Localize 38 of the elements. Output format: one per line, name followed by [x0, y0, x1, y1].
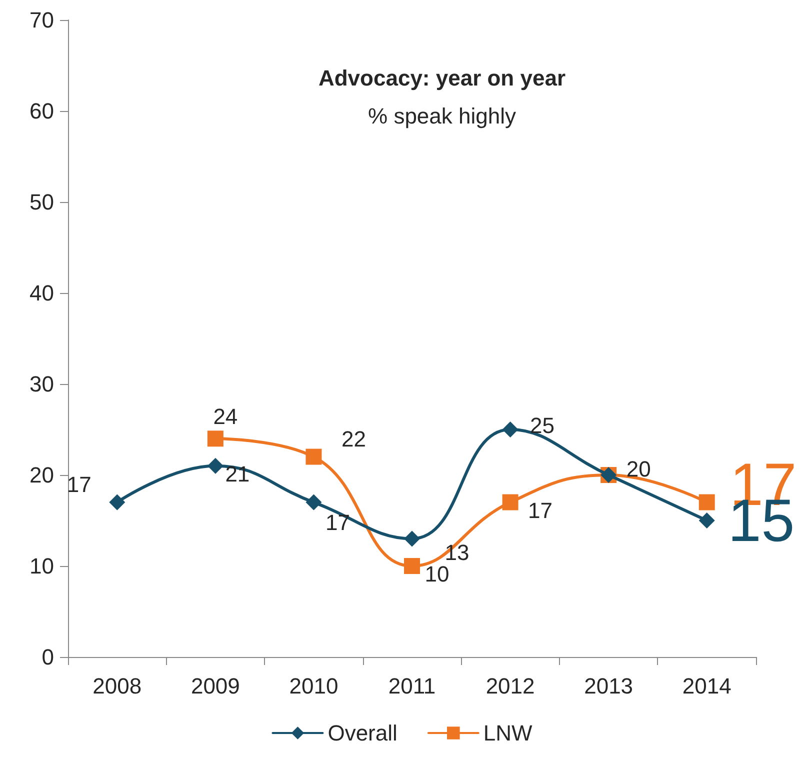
point: [404, 558, 420, 574]
data-label: 24: [213, 404, 238, 430]
point: [502, 494, 518, 510]
point: [306, 448, 322, 465]
point: [207, 430, 224, 447]
x-tick-label: 2008: [92, 674, 142, 698]
x-tick-label: 2011: [388, 674, 436, 698]
point: [207, 458, 224, 474]
y-tick-label: 70: [30, 8, 54, 32]
legend-label: LNW: [483, 720, 533, 746]
point: [698, 512, 715, 528]
data-label: 17: [325, 510, 350, 535]
data-label: 21: [225, 461, 250, 486]
data-label: 25: [530, 413, 555, 438]
x-tick-label: 2009: [190, 674, 240, 698]
point: [698, 494, 715, 510]
data-label: 17: [66, 472, 92, 497]
point: [502, 422, 518, 438]
point: [109, 494, 126, 510]
y-tick-label: 10: [30, 554, 54, 578]
text: % speak highly: [368, 104, 516, 128]
x-tick-label: 2013: [584, 674, 634, 698]
x-tick-label: 2012: [486, 674, 535, 698]
x-tick-label: 2014: [682, 674, 732, 698]
x-tick-label: 2010: [289, 674, 338, 698]
y-tick-label: 0: [42, 644, 54, 670]
data-label: 17: [528, 498, 553, 523]
point: [306, 494, 322, 510]
data-label: 22: [341, 426, 366, 452]
y-tick-label: 20: [30, 462, 54, 488]
y-tick-label: 30: [30, 372, 54, 396]
y-tick-label: 50: [30, 190, 54, 214]
y-tick-label: 60: [30, 98, 54, 124]
legend-label: Overall: [328, 720, 398, 746]
point: [404, 530, 420, 547]
text: Advocacy: year on year: [318, 66, 566, 90]
y-tick-label: 40: [30, 280, 54, 306]
data-label: 20: [626, 456, 651, 482]
